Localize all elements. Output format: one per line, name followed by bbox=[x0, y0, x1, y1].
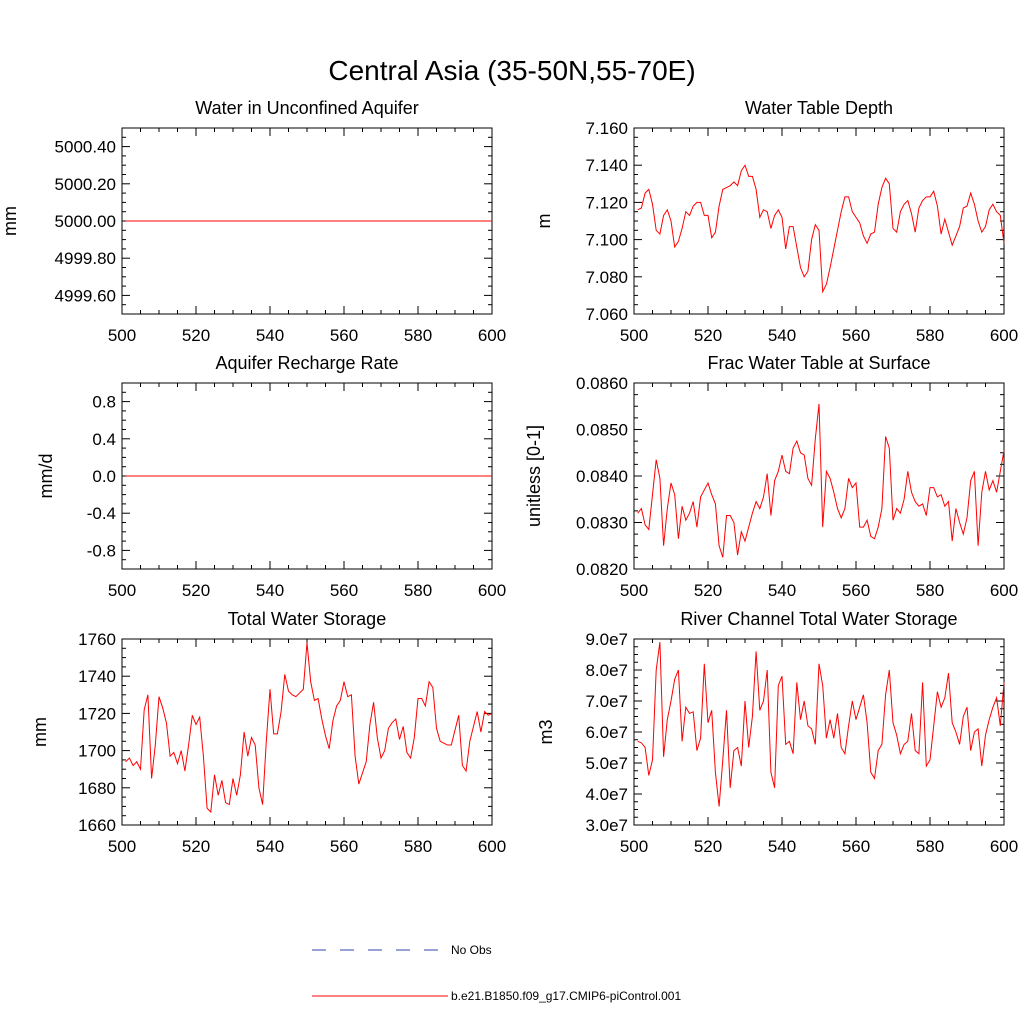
x-tick-label: 520 bbox=[694, 837, 722, 856]
panel-total-water-storage: Total Water Storage 500 520 540 560 580 600 166… bbox=[30, 609, 506, 856]
y-tick-label: 5000.40 bbox=[55, 138, 116, 157]
panel-water-unconfined-aquifer: Water in Unconfined Aquifer 500 520 540 560 5… bbox=[0, 98, 506, 345]
y-tick-label: 8.0e7 bbox=[585, 661, 628, 680]
series-line bbox=[637, 403, 1005, 558]
y-tick-label: -0.4 bbox=[87, 504, 116, 523]
y-tick-label: 7.140 bbox=[585, 156, 628, 175]
x-tick-label: 520 bbox=[694, 581, 722, 600]
y-axis-label: mm/d bbox=[36, 454, 56, 499]
x-tick-label: 500 bbox=[620, 837, 648, 856]
y-tick-label: 0.0820 bbox=[576, 560, 628, 579]
y-tick-label: 0.8 bbox=[92, 393, 116, 412]
x-tick-label: 540 bbox=[256, 581, 284, 600]
x-tick-label: 540 bbox=[768, 837, 796, 856]
y-tick-label: 7.100 bbox=[585, 231, 628, 250]
x-tick-label: 560 bbox=[842, 326, 870, 345]
series-line bbox=[637, 642, 1005, 807]
x-tick-label: 560 bbox=[842, 581, 870, 600]
y-axis-label: mm bbox=[0, 206, 20, 236]
figure-title: Central Asia (35-50N,55-70E) bbox=[328, 55, 695, 86]
x-tick-label: 580 bbox=[404, 581, 432, 600]
x-tick-label: 560 bbox=[330, 326, 358, 345]
panel-frac-water-table-surface: Frac Water Table at Surface 500 520 540 560 5… bbox=[524, 353, 1018, 600]
x-tick-label: 600 bbox=[990, 837, 1018, 856]
y-tick-label: 7.120 bbox=[585, 193, 628, 212]
panel-title: River Channel Total Water Storage bbox=[680, 609, 957, 629]
y-tick-label: 0.0860 bbox=[576, 374, 628, 393]
x-tick-label: 560 bbox=[842, 837, 870, 856]
x-tick-label: 540 bbox=[256, 837, 284, 856]
panel-title: Total Water Storage bbox=[228, 609, 386, 629]
panel-aquifer-recharge-rate: Aquifer Recharge Rate 500 520 540 560 580 600 -… bbox=[36, 353, 506, 600]
y-tick-label: 1680 bbox=[78, 779, 116, 798]
plot-frame bbox=[633, 127, 1005, 315]
x-tick-label: 580 bbox=[916, 581, 944, 600]
y-tick-label: 1760 bbox=[78, 630, 116, 649]
y-tick-label: 1740 bbox=[78, 667, 116, 686]
y-tick-label: 5000.00 bbox=[55, 212, 116, 231]
y-tick-label: 3.0e7 bbox=[585, 816, 628, 835]
legend-label-obs: No Obs bbox=[451, 943, 492, 957]
x-tick-label: 580 bbox=[916, 326, 944, 345]
y-tick-label: 4999.80 bbox=[55, 249, 116, 268]
y-tick-label: 4999.60 bbox=[55, 286, 116, 305]
panel-river-channel-storage: River Channel Total Water Storage 500 520 5… bbox=[536, 609, 1018, 856]
y-tick-label: 0.0840 bbox=[576, 467, 628, 486]
legend-label-model: b.e21.B1850.f09_g17.CMIP6-piControl.001 bbox=[451, 989, 681, 1003]
x-tick-label: 580 bbox=[916, 837, 944, 856]
y-tick-label: 5000.20 bbox=[55, 175, 116, 194]
x-tick-label: 520 bbox=[182, 581, 210, 600]
panel-title: Water Table Depth bbox=[745, 98, 893, 118]
plot-frame bbox=[121, 638, 493, 826]
y-tick-label: 1720 bbox=[78, 704, 116, 723]
panel-water-table-depth: Water Table Depth 500 520 540 560 580 600 7.060… bbox=[534, 98, 1018, 345]
y-tick-label: 0.0 bbox=[92, 467, 116, 486]
series-line bbox=[637, 164, 1005, 294]
y-tick-label: 7.060 bbox=[585, 305, 628, 324]
y-tick-label: 6.0e7 bbox=[585, 723, 628, 742]
x-tick-label: 600 bbox=[478, 326, 506, 345]
x-tick-label: 540 bbox=[256, 326, 284, 345]
x-tick-label: 520 bbox=[182, 326, 210, 345]
y-tick-label: 7.0e7 bbox=[585, 692, 628, 711]
x-tick-label: 540 bbox=[768, 326, 796, 345]
y-axis-label: m bbox=[534, 214, 554, 229]
x-tick-label: 580 bbox=[404, 326, 432, 345]
y-tick-label: 0.4 bbox=[92, 430, 116, 449]
y-tick-label: 1700 bbox=[78, 742, 116, 761]
y-tick-label: 4.0e7 bbox=[585, 785, 628, 804]
x-tick-label: 520 bbox=[694, 326, 722, 345]
legend: No Obs b.e21.B1850.f09_g17.CMIP6-piContr… bbox=[312, 943, 681, 1003]
y-axis-label: unitless [0-1] bbox=[524, 425, 544, 527]
series-line bbox=[125, 642, 493, 814]
y-tick-label: 1660 bbox=[78, 816, 116, 835]
x-tick-label: 560 bbox=[330, 581, 358, 600]
x-tick-label: 600 bbox=[990, 581, 1018, 600]
x-tick-label: 500 bbox=[108, 581, 136, 600]
x-tick-label: 500 bbox=[620, 581, 648, 600]
panel-title: Aquifer Recharge Rate bbox=[215, 353, 398, 373]
y-tick-label: -0.8 bbox=[87, 541, 116, 560]
x-tick-label: 600 bbox=[478, 581, 506, 600]
y-tick-label: 7.160 bbox=[585, 119, 628, 138]
x-tick-label: 500 bbox=[108, 837, 136, 856]
y-tick-label: 7.080 bbox=[585, 268, 628, 287]
x-tick-label: 500 bbox=[620, 326, 648, 345]
y-tick-label: 9.0e7 bbox=[585, 630, 628, 649]
panel-title: Frac Water Table at Surface bbox=[707, 353, 930, 373]
y-tick-label: 0.0850 bbox=[576, 421, 628, 440]
y-axis-label: mm bbox=[30, 717, 50, 747]
y-tick-label: 0.0830 bbox=[576, 514, 628, 533]
x-tick-label: 540 bbox=[768, 581, 796, 600]
x-tick-label: 600 bbox=[990, 326, 1018, 345]
y-tick-label: 5.0e7 bbox=[585, 754, 628, 773]
panel-title: Water in Unconfined Aquifer bbox=[195, 98, 418, 118]
x-tick-label: 580 bbox=[404, 837, 432, 856]
y-axis-label: m3 bbox=[536, 719, 556, 744]
x-tick-label: 600 bbox=[478, 837, 506, 856]
x-tick-label: 520 bbox=[182, 837, 210, 856]
x-tick-label: 560 bbox=[330, 837, 358, 856]
x-tick-label: 500 bbox=[108, 326, 136, 345]
